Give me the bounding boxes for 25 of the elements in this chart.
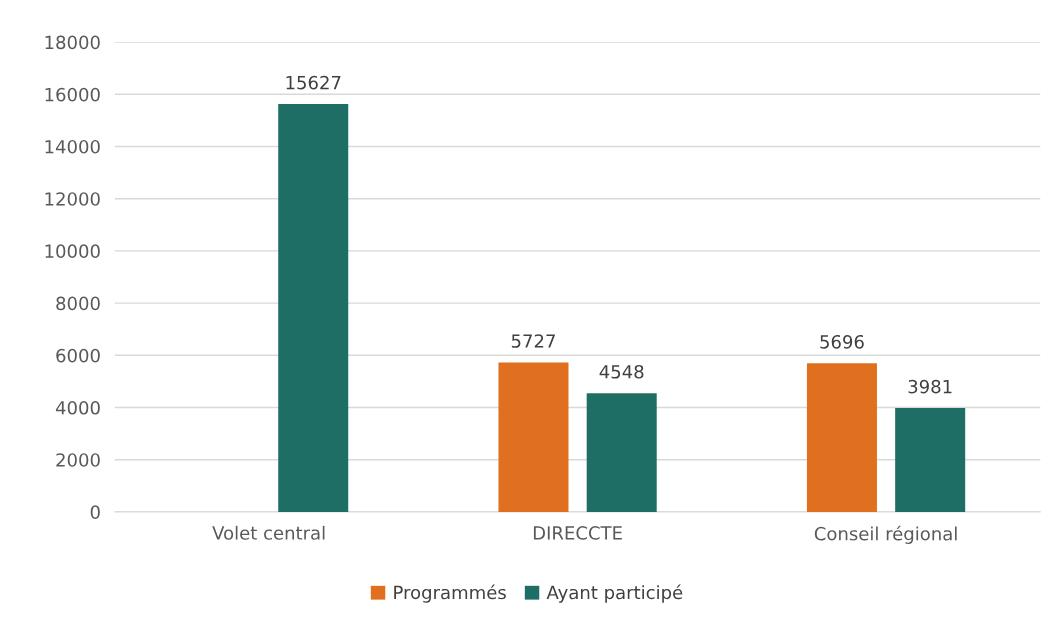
bar (498, 362, 569, 512)
legend-label: Programmés (394, 584, 506, 603)
y-tick-label: 14000 (45, 139, 100, 154)
x-tick-label: Conseil régional (814, 525, 957, 544)
legend-label: Ayant participé (546, 584, 683, 603)
y-tick-label: 6000 (56, 348, 100, 363)
y-tick-label: 8000 (56, 296, 100, 311)
y-tick-label: 10000 (45, 244, 100, 259)
data-label: 15627 (286, 75, 341, 90)
y-tick-label: 12000 (45, 192, 100, 206)
bar (806, 363, 877, 512)
bar (278, 104, 349, 512)
bar (586, 393, 657, 512)
x-tick-label: DIRECCTE (533, 526, 622, 540)
bar (895, 408, 966, 512)
y-tick-label: 0 (90, 505, 100, 520)
data-label: 5727 (511, 334, 555, 348)
data-label: 3981 (908, 379, 952, 394)
x-tick-label: Volet central (212, 525, 325, 540)
y-tick-label: 2000 (56, 453, 100, 467)
y-tick-label: 16000 (45, 87, 100, 102)
data-label: 4548 (599, 364, 644, 379)
y-tick-label: 4000 (55, 400, 100, 415)
y-tick-label: 18000 (45, 35, 100, 50)
data-label: 5696 (820, 334, 864, 349)
